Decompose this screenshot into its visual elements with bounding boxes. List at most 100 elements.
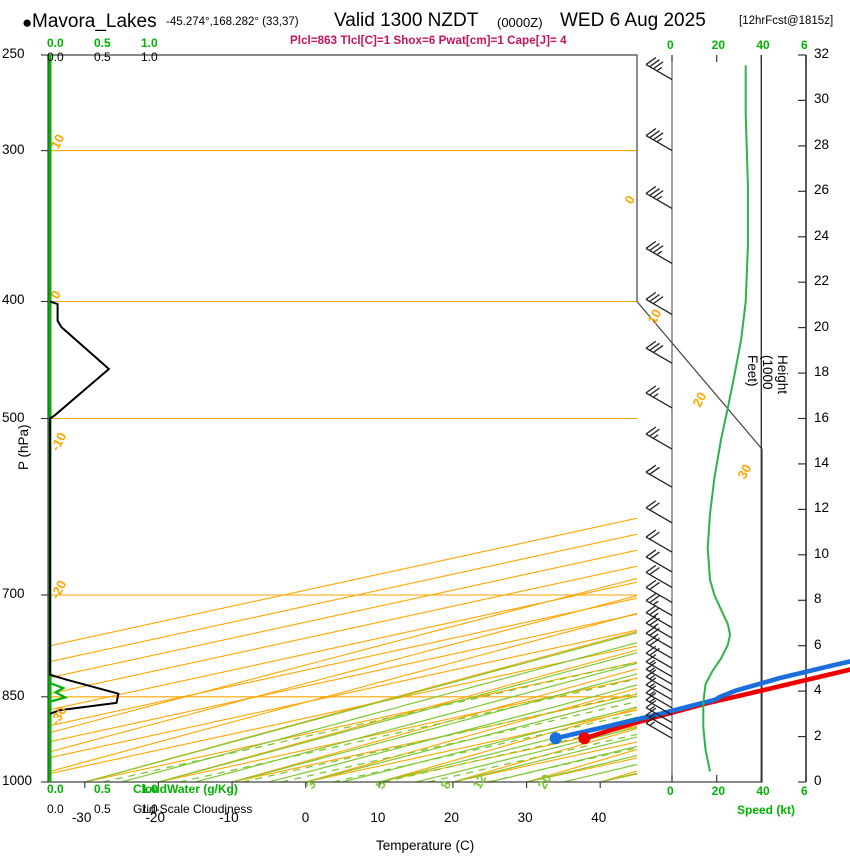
- wind-barb: [645, 426, 673, 450]
- wind-barb: [645, 615, 673, 639]
- cloudwater-scale-bottom-2: 1.0: [141, 782, 158, 796]
- speed-tick-top-0: 0: [667, 38, 674, 52]
- height-tick-18: 18: [814, 364, 830, 380]
- wind-barb: [645, 707, 673, 731]
- height-tick-8: 8: [814, 591, 822, 607]
- wind-barb: [645, 635, 673, 659]
- wind-barb: [645, 645, 673, 669]
- wind-barb: [645, 715, 673, 739]
- wind-barb: [645, 625, 673, 649]
- height-tick-16: 16: [814, 409, 830, 425]
- wind-barb: [645, 692, 673, 716]
- valid-time: Valid 1300 NZDT: [334, 10, 479, 31]
- mixing-ratio-label-12: 12: [469, 772, 489, 792]
- wind-barb: [645, 291, 673, 315]
- station-coordinates: -45.274°,168.282° (33,37): [166, 16, 299, 28]
- wind-barb: [645, 677, 673, 701]
- valid-time-zulu: (0000Z): [497, 15, 543, 30]
- pressure-tick-400: 400: [2, 292, 25, 308]
- sounding-parameters: Plcl=863 Tlcl[C]=1 Shox=6 Pwat[cm]=1 Cap…: [290, 35, 567, 47]
- plot-frame: [41, 54, 807, 788]
- wind-barb: [645, 654, 673, 678]
- isotherm-label-r-20: 20: [689, 390, 709, 410]
- wind-barb: [645, 185, 673, 210]
- cloudwater-scale-bottom-0: 0.0: [47, 782, 64, 796]
- wind-barb: [645, 700, 673, 724]
- pressure-tick-850: 850: [2, 687, 25, 703]
- speed-axis-title: Speed (kt): [737, 803, 796, 817]
- pressure-tick-300: 300: [2, 141, 25, 157]
- wind-barb: [645, 529, 673, 553]
- temperature-tick-20: 20: [443, 810, 459, 825]
- temperature-tick-40: 40: [591, 810, 607, 825]
- wind-barb: [645, 579, 673, 603]
- wind-barb: [645, 685, 673, 709]
- wind-panel: [645, 57, 749, 772]
- mixing-ratio-label-8: 8: [437, 778, 454, 791]
- cloudiness-scale-top-0: 0.0: [47, 50, 64, 64]
- cloudwater-legend-label: CloudWater (g/Kg): [133, 782, 238, 796]
- sounding-curves: [549, 659, 850, 745]
- mixing-ratio-label-20: 20: [534, 772, 554, 792]
- dry-adiabat-label-10: 10: [47, 132, 67, 152]
- height-tick-12: 12: [814, 500, 830, 516]
- temperature-tick-0: 0: [301, 810, 310, 825]
- height-tick-6: 6: [814, 636, 822, 652]
- cloudiness-scale-top-2: 1.0: [141, 50, 158, 64]
- valid-date: WED 6 Aug 2025: [560, 10, 706, 31]
- pressure-tick-700: 700: [2, 585, 25, 601]
- isotherm-label-r-30: 30: [734, 462, 754, 482]
- height-tick-10: 10: [814, 545, 830, 561]
- cloudiness-scale-bottom-1: 0.5: [94, 802, 111, 816]
- wind-barb: [645, 464, 673, 488]
- wind-barb: [645, 240, 673, 264]
- temperature-tick--10: -10: [219, 810, 239, 825]
- isotherm-label-r-0: 0: [621, 193, 638, 206]
- temperature-tick--20: -20: [145, 810, 165, 825]
- speed-tick-top-40: 40: [756, 38, 770, 52]
- cloudiness-scale-bottom-0: 0.0: [47, 802, 64, 816]
- height-tick-24: 24: [814, 227, 830, 243]
- wind-barb: [645, 128, 673, 152]
- cloudiness-scale-bottom-2: 1.0: [141, 802, 158, 816]
- height-tick-14: 14: [814, 454, 830, 470]
- cloudiness-legend-label: Grid-Scale Cloudiness: [133, 802, 253, 816]
- temperature-tick-30: 30: [517, 810, 533, 825]
- isopleth-grid: [48, 55, 637, 782]
- height-tick-32: 32: [814, 46, 830, 61]
- forecast-stamp: [12hrFcst@1815z]: [739, 15, 834, 27]
- height-tick-26: 26: [814, 182, 830, 198]
- height-tick-0: 0: [814, 773, 822, 788]
- temperature-axis-title: Temperature (C): [376, 838, 475, 853]
- wind-barb: [645, 500, 673, 524]
- pressure-tick-1000: 1000: [2, 773, 33, 788]
- cloudwater-scale-bottom-1: 0.5: [94, 782, 111, 796]
- wind-barb: [645, 592, 673, 617]
- height-axis-title: Height (1000 Feet): [745, 355, 790, 395]
- temperature-tick--30: -30: [71, 810, 92, 825]
- wind-barb: [645, 605, 673, 629]
- wind-barb: [645, 564, 673, 588]
- pressure-tick-500: 500: [2, 409, 25, 425]
- temperature-tick-10: 10: [370, 810, 386, 825]
- speed-tick-top-20: 20: [711, 38, 726, 52]
- wind-barb: [645, 549, 673, 573]
- cloudwater-scale-top-1: 0.5: [94, 36, 111, 50]
- wind-barb: [645, 340, 673, 364]
- cloudwater-scale-top-2: 1.0: [141, 36, 158, 50]
- wind-barb: [645, 385, 673, 409]
- wind-barb: [645, 57, 673, 81]
- cloudiness-scale-top-1: 0.5: [94, 50, 111, 64]
- station-name: Mavora_Lakes: [32, 11, 157, 32]
- height-tick-28: 28: [814, 136, 830, 152]
- isotherm-label-r-10: 10: [644, 307, 664, 327]
- height-tick-2: 2: [814, 727, 822, 743]
- height-tick-22: 22: [814, 273, 830, 289]
- pressure-tick-250: 250: [2, 46, 25, 61]
- speed-tick-bot-20: 20: [711, 784, 726, 798]
- speed-tick-bot-0: 0: [667, 784, 674, 798]
- speed-tick-bot-40: 40: [756, 784, 770, 798]
